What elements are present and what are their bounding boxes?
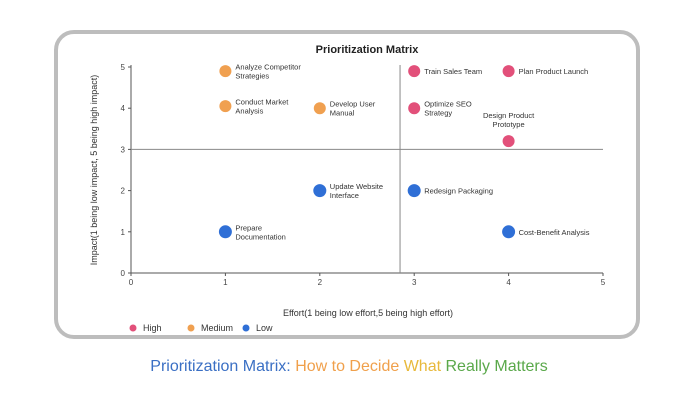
legend: High Medium Low: [129, 323, 273, 333]
caption-part-0: Prioritization Matrix:: [150, 358, 296, 375]
data-point-high[interactable]: [502, 135, 515, 148]
chart-frame: [54, 30, 640, 339]
x-tick-label: 1: [223, 278, 228, 287]
caption-part-2: What: [403, 358, 446, 375]
data-point-medium[interactable]: [219, 100, 232, 113]
legend-marker-medium: [187, 324, 195, 332]
data-point-low[interactable]: [313, 184, 327, 198]
legend-label-high: High: [143, 323, 162, 333]
y-tick-label: 2: [121, 187, 126, 196]
x-tick-label: 2: [318, 278, 323, 287]
y-tick-label: 5: [121, 63, 126, 72]
point-label: Train Sales Team: [424, 67, 482, 76]
caption: Prioritization Matrix: How to Decide Wha…: [0, 358, 698, 376]
point-label: Optimize SEO Strategy: [424, 100, 472, 118]
point-label: Develop User Manual: [330, 100, 376, 118]
data-point-high[interactable]: [408, 65, 421, 78]
point-label: Conduct Market Analysis: [235, 98, 289, 116]
caption-part-4: Matters: [494, 358, 548, 375]
y-tick-label: 1: [121, 228, 126, 237]
data-point-low[interactable]: [218, 225, 232, 239]
legend-label-low: Low: [256, 323, 273, 333]
x-tick-label: 4: [506, 278, 511, 287]
data-point-high[interactable]: [502, 65, 515, 78]
x-tick-label: 0: [129, 278, 134, 287]
chart-axes: 0 1 2 3 4 5 0 1 2 3 4 5: [121, 63, 606, 287]
caption-part-3: Really: [445, 358, 495, 375]
y-tick-label: 3: [121, 145, 126, 154]
y-tick-label: 4: [121, 104, 126, 113]
point-label: Design Product Prototype: [483, 111, 535, 129]
legend-label-medium: Medium: [201, 323, 233, 333]
caption-part-1: How to Decide: [295, 358, 404, 375]
data-points: Train Sales Team Plan Product Launch Optim…: [218, 63, 590, 241]
point-label: Cost-Benefit Analysis: [519, 228, 590, 237]
data-point-low[interactable]: [502, 225, 516, 239]
point-label: Update Website Interface: [330, 182, 383, 200]
legend-marker-low: [242, 324, 250, 332]
x-axis-label: Effort(1 being low effort,5 being high e…: [283, 308, 453, 318]
data-point-high[interactable]: [408, 102, 421, 115]
point-label: Redesign Packaging: [424, 187, 493, 196]
legend-marker-high: [129, 324, 137, 332]
point-label: Plan Product Launch: [519, 67, 589, 76]
x-tick-label: 5: [601, 278, 606, 287]
y-tick-label: 0: [121, 269, 126, 278]
chart-title: Prioritization Matrix: [316, 44, 420, 56]
data-point-medium[interactable]: [313, 102, 326, 115]
point-label: Analyze Competitor Strategies: [235, 63, 301, 81]
point-label: Prepare Documentation: [235, 223, 285, 241]
y-axis-label: Impact(1 being low impact, 5 being high …: [89, 75, 99, 266]
data-point-low[interactable]: [407, 184, 421, 198]
x-tick-label: 3: [412, 278, 417, 287]
data-point-medium[interactable]: [219, 65, 232, 78]
